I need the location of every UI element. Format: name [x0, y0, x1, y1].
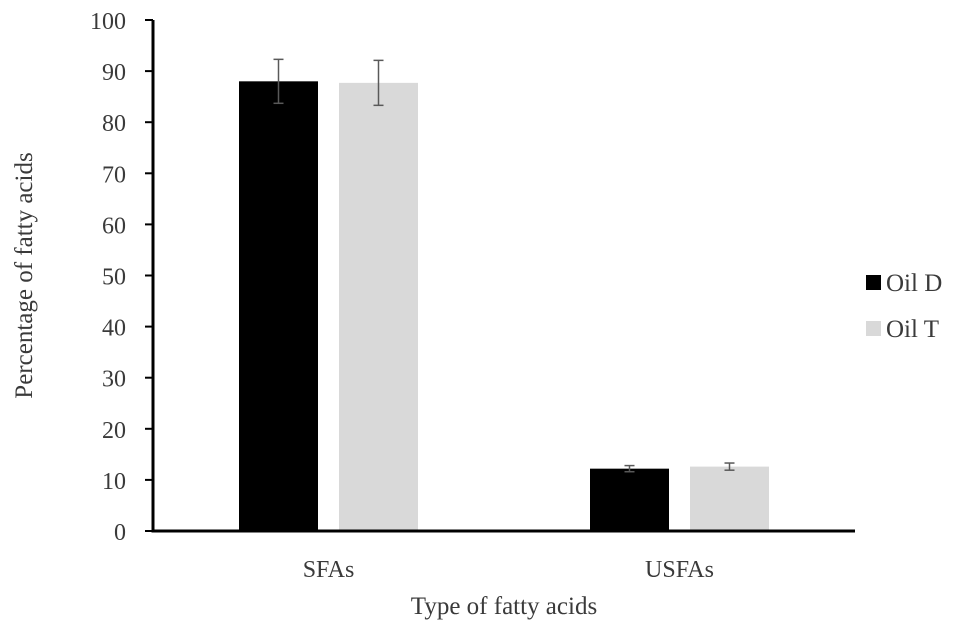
error-bars-group — [273, 58, 735, 473]
legend-swatch-oil-d — [866, 275, 881, 290]
legend-label-oil-d: Oil D — [886, 270, 942, 297]
legend-label-oil-t: Oil T — [886, 316, 939, 343]
bar-oil-d-sfas — [239, 81, 318, 531]
y-tick-label: 80 — [102, 111, 126, 137]
y-tick-label: 50 — [102, 265, 126, 291]
y-tick-label: 40 — [102, 316, 126, 342]
legend-swatch-oil-t — [866, 321, 881, 336]
y-axis-ticks: 0 10 20 30 40 50 60 70 80 90 100 — [90, 9, 153, 546]
bar-oil-t-sfas — [339, 82, 418, 531]
y-axis-title: Percentage of fatty acids — [11, 152, 38, 398]
y-tick-label: 20 — [102, 418, 126, 444]
bar-oil-d-usfas — [590, 468, 669, 531]
legend: Oil D Oil T — [866, 270, 942, 343]
bars-group — [239, 81, 769, 531]
y-tick-label: 70 — [102, 162, 126, 188]
x-tick-label: SFAs — [303, 557, 355, 583]
x-tick-label: USFAs — [645, 557, 714, 583]
y-tick-label: 0 — [114, 520, 126, 546]
y-tick-label: 30 — [102, 367, 126, 393]
bar-oil-t-usfas — [690, 466, 769, 531]
y-tick-label: 90 — [102, 60, 126, 86]
x-axis-ticks: SFAs USFAs — [303, 557, 714, 583]
y-tick-label: 10 — [102, 469, 126, 495]
x-axis-title: Type of fatty acids — [411, 593, 597, 620]
y-tick-label: 60 — [102, 213, 126, 239]
y-tick-label: 100 — [90, 9, 126, 35]
